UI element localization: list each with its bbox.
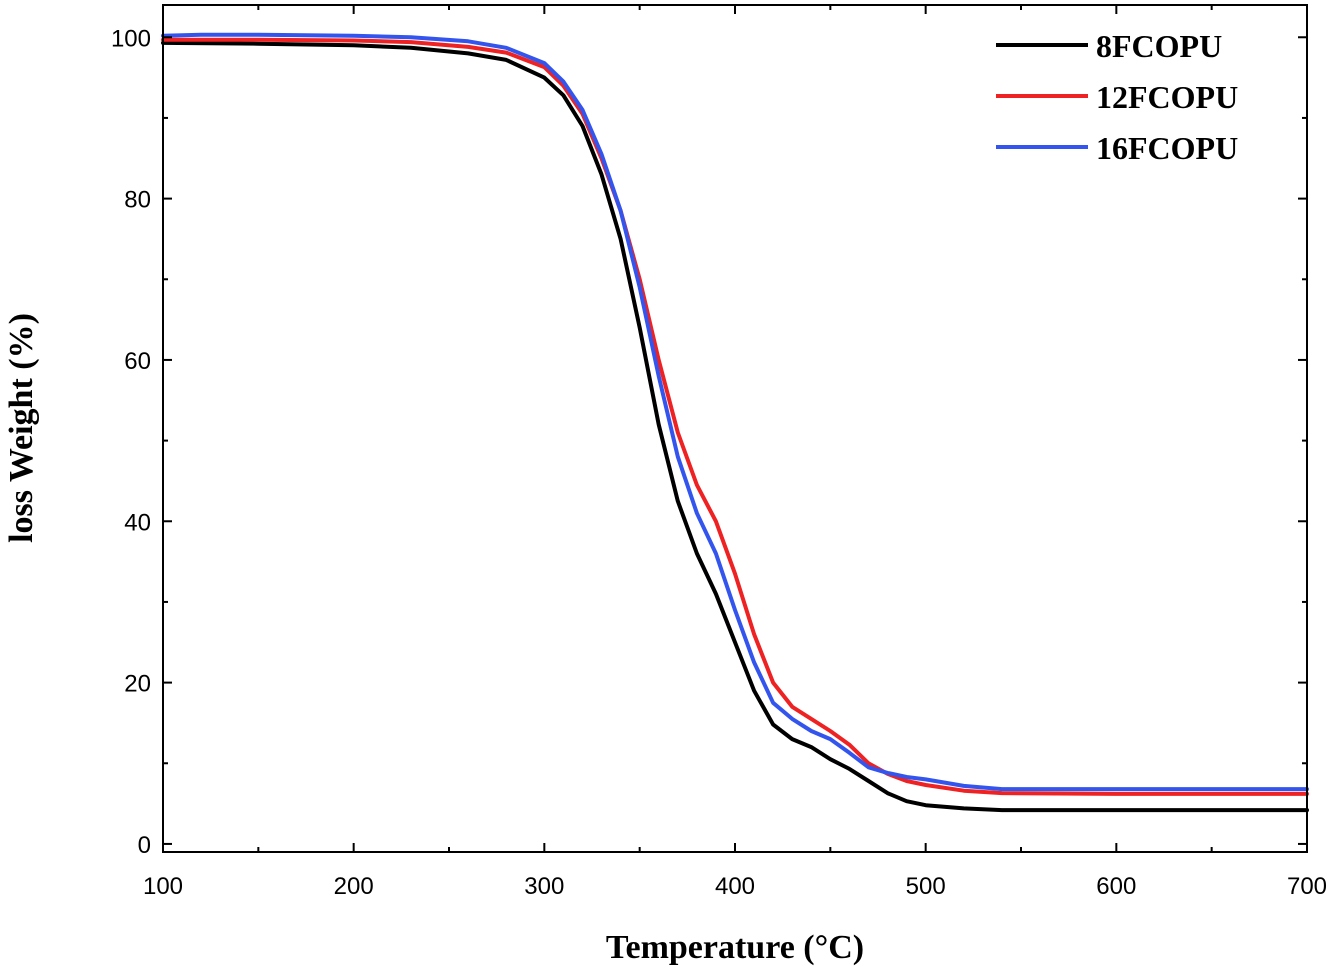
series-line-16fcopu (161, 32, 1309, 792)
y-axis-title: loss Weight (%) (3, 313, 40, 543)
series-line-8fcopu (161, 40, 1309, 813)
x-tick-label: 200 (334, 873, 374, 900)
series-lines (161, 32, 1309, 813)
y-tick-label: 80 (124, 187, 151, 214)
x-tick-label: 500 (906, 873, 946, 900)
x-axis: 100 200 300 400 500 600 700 (143, 5, 1327, 900)
y-axis: 0 20 40 60 80 100 (111, 25, 1307, 859)
x-tick-label: 700 (1287, 873, 1327, 900)
legend-label-8fcopu: 8FCOPU (1096, 28, 1222, 64)
y-tick-label: 100 (111, 25, 151, 52)
x-axis-title: Temperature (°C) (606, 929, 864, 966)
y-tick-label: 60 (124, 348, 151, 375)
x-tick-label: 100 (143, 873, 183, 900)
y-tick-label: 0 (138, 832, 151, 859)
legend-label-16fcopu: 16FCOPU (1096, 130, 1238, 166)
legend-label-12fcopu: 12FCOPU (1096, 79, 1238, 115)
x-tick-label: 600 (1096, 873, 1136, 900)
x-tick-label: 300 (524, 873, 564, 900)
series-line-12fcopu (161, 37, 1309, 796)
y-tick-label: 20 (124, 671, 151, 698)
x-tick-label: 400 (715, 873, 755, 900)
legend: 8FCOPU 12FCOPU 16FCOPU (996, 28, 1238, 166)
y-tick-label: 40 (124, 509, 151, 536)
